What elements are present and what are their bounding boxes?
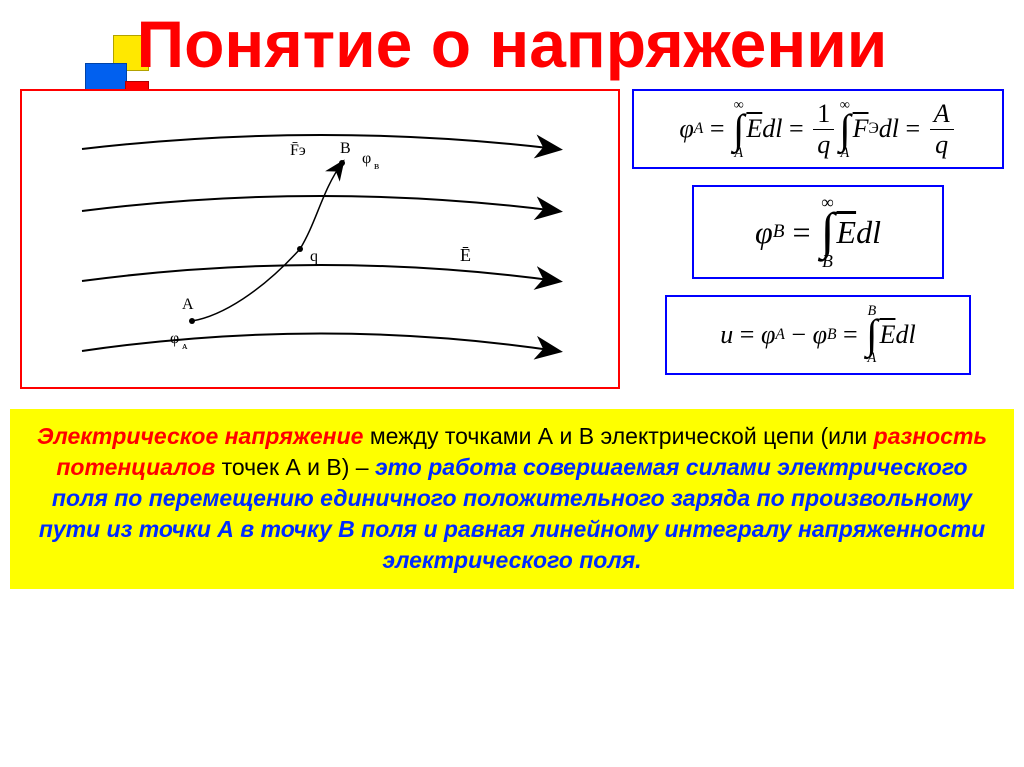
formula-phiA: φA = ∞ ∫ A Edl = 1 q ∞ ∫ A FЭdl = A: [632, 89, 1004, 169]
label-A: A: [182, 296, 194, 313]
page-title: Понятие о напряжении: [137, 10, 888, 79]
def-part-0: Электрическое напряжение: [37, 423, 370, 449]
svg-text:ᴀ: ᴀ: [182, 340, 188, 352]
phiB-lhs: φ: [755, 214, 773, 251]
formula-u: u = φA − φB = B ∫ A Edl: [665, 295, 970, 375]
field-diagram: F̄э B φ в q Ē A φ ᴀ: [20, 89, 620, 389]
u-lhs: u: [720, 320, 733, 350]
formula-phiB: φB = ∞ ∫ B Edl: [692, 185, 945, 278]
content-row: F̄э B φ в q Ē A φ ᴀ φA = ∞ ∫ A Edl = 1 q: [0, 89, 1024, 389]
formulas-column: φA = ∞ ∫ A Edl = 1 q ∞ ∫ A FЭdl = A: [632, 89, 1004, 389]
label-Fe: F̄э: [290, 142, 306, 159]
phiA-lhs: φ: [679, 114, 693, 144]
title-container: Понятие о напряжении: [0, 0, 1024, 79]
label-phiB: φ: [362, 150, 371, 167]
def-part-3: точек А и В) –: [215, 454, 375, 480]
label-B: B: [340, 140, 351, 157]
definition-box: Электрическое напряжение между точками А…: [10, 409, 1014, 588]
fraction: 1 q: [813, 101, 834, 158]
integral-icon: B ∫ A: [866, 305, 877, 365]
def-part-1: между точками А и В электрической цепи (…: [370, 423, 874, 449]
integral-icon: ∞ ∫ A: [733, 99, 744, 159]
label-phiA: φ: [170, 330, 179, 347]
svg-text:в: в: [374, 160, 379, 172]
label-q: q: [310, 248, 318, 265]
label-E: Ē: [460, 245, 471, 265]
integral-icon: ∞ ∫ B: [821, 195, 835, 268]
field-svg: F̄э B φ в q Ē A φ ᴀ: [22, 91, 622, 391]
fraction: A q: [930, 101, 954, 158]
integral-icon: ∞ ∫ A: [839, 99, 850, 159]
